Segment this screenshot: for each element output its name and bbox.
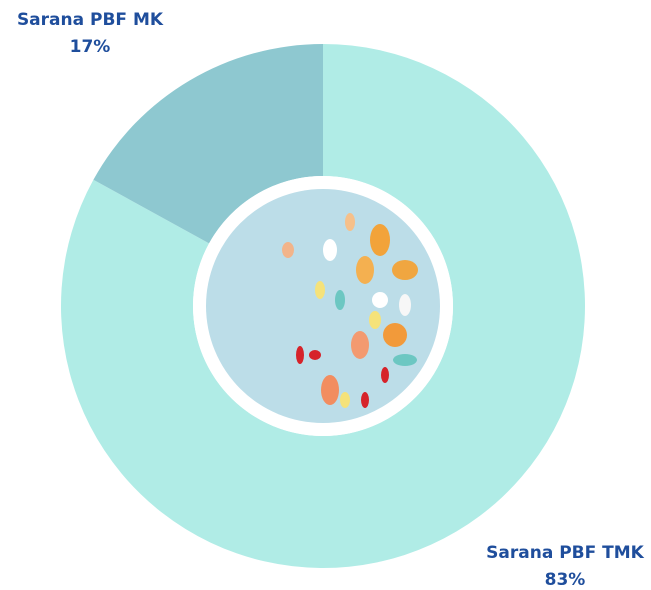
slice-label: Sarana PBF MK bbox=[17, 10, 164, 30]
slice-label: Sarana PBF TMK bbox=[486, 543, 645, 563]
slice-value-label: 83% bbox=[545, 570, 586, 590]
chart: Sarana PBF TMK 83% Sarana PBF MK 17% bbox=[0, 0, 651, 590]
slice-value-label: 17% bbox=[70, 37, 111, 57]
